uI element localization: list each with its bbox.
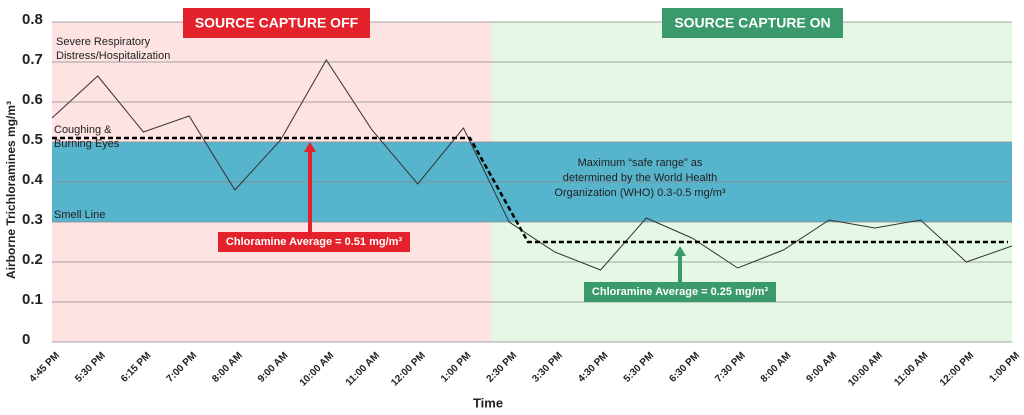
x-tick-label: 10:00 AM (298, 350, 337, 389)
x-tick-label: 11:00 AM (892, 350, 930, 388)
y-tick-label: 0.2 (22, 251, 43, 268)
x-tick-label: 4:45 PM (27, 350, 62, 385)
x-tick-label: 6:30 PM (667, 350, 702, 385)
safe-range-text: Organization (WHO) 0.3-0.5 mg/m³ (554, 187, 725, 199)
region-header-label: SOURCE CAPTURE ON (674, 15, 830, 31)
x-tick-label: 7:00 PM (165, 350, 200, 385)
annotation-label: Chloramine Average = 0.51 mg/m³ (226, 236, 403, 248)
data-line (51, 59, 1013, 271)
reference-label: Burning Eyes (54, 138, 120, 150)
region-header (183, 8, 370, 38)
x-tick-label: 1:00 PM (987, 350, 1022, 385)
reference-label: Coughing & (54, 124, 112, 136)
safe-range-text: Maximum “safe range” as (578, 157, 703, 169)
x-tick-label: 2:30 PM (485, 350, 520, 385)
y-tick-label: 0.3 (22, 211, 43, 228)
x-tick-label: 1:00 PM (439, 350, 474, 385)
reference-label: Severe Respiratory (56, 36, 151, 48)
y-tick-label: 0.6 (22, 91, 43, 108)
x-tick-label: 9:00 AM (256, 350, 291, 385)
annotation-box (584, 282, 776, 302)
y-tick-label: 0 (22, 331, 30, 348)
y-tick-label: 0.7 (22, 51, 43, 68)
annotation-label: Chloramine Average = 0.25 mg/m³ (592, 286, 769, 298)
x-tick-label: 8:00 AM (210, 350, 245, 385)
x-tick-label: 10:00 AM (846, 350, 885, 389)
reference-label: Smell Line (54, 209, 105, 221)
x-tick-label: 5:30 PM (73, 350, 108, 385)
x-tick-label: 11:00 AM (344, 350, 382, 388)
y-tick-label: 0.8 (22, 11, 43, 28)
safe-range-text: determined by the World Health (563, 172, 718, 184)
region-header (662, 8, 843, 38)
x-tick-label: 9:00 AM (804, 350, 839, 385)
y-tick-label: 0.1 (22, 291, 43, 308)
annotation-arrowhead (674, 246, 686, 256)
annotation-arrowhead (304, 142, 316, 152)
x-tick-label: 12:00 PM (389, 350, 427, 388)
region-header-label: SOURCE CAPTURE OFF (195, 15, 359, 31)
y-axis-label: Airborne Trichloramines mg/m³ (4, 101, 18, 279)
x-tick-label: 8:00 AM (759, 350, 794, 385)
x-tick-label: 6:15 PM (119, 350, 154, 385)
x-tick-label: 4:30 PM (576, 350, 611, 385)
x-axis-label: Time (473, 395, 503, 410)
average-line (52, 136, 1008, 244)
y-tick-label: 0.5 (22, 131, 43, 148)
reference-label: Distress/Hospitalization (56, 50, 170, 62)
x-tick-label: 7:30 PM (713, 350, 748, 385)
annotation-box (218, 232, 410, 252)
x-tick-label: 3:30 PM (530, 350, 565, 385)
x-tick-label: 5:30 PM (622, 350, 657, 385)
y-tick-label: 0.4 (22, 171, 44, 188)
x-tick-label: 12:00 PM (938, 350, 976, 388)
